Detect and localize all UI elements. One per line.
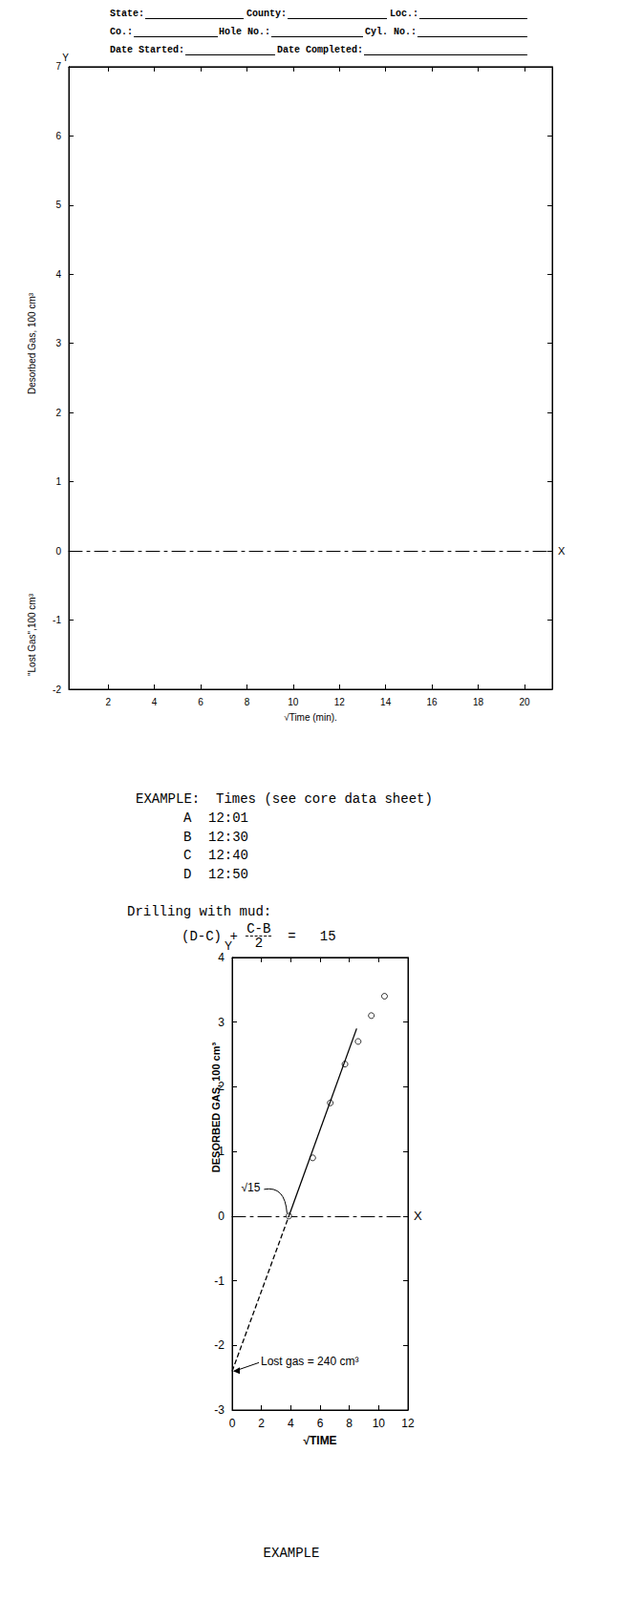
html-text:(D-C) +C-B: (D-C) +C-B bbox=[181, 921, 271, 945]
svg-text:-2: -2 bbox=[214, 1339, 225, 1353]
svg-text:-1: -1 bbox=[52, 615, 62, 626]
svg-text:Y: Y bbox=[62, 52, 69, 64]
html-text:12:01: 12:01 bbox=[208, 811, 249, 827]
svg-text:16: 16 bbox=[427, 697, 439, 708]
svg-text:2: 2 bbox=[105, 697, 111, 708]
svg-text:3: 3 bbox=[55, 338, 62, 349]
svg-text:5: 5 bbox=[55, 199, 62, 211]
svg-text:7: 7 bbox=[55, 61, 62, 72]
html-text:Hole No.:: Hole No.: bbox=[218, 26, 271, 38]
svg-text:6: 6 bbox=[55, 130, 62, 142]
html-text:Date Started:: Date Started: bbox=[109, 44, 185, 56]
svg-text:-3: -3 bbox=[214, 1404, 225, 1418]
html-text:12:50: 12:50 bbox=[208, 867, 249, 883]
html-text:A: A bbox=[183, 811, 192, 827]
html-text:12:40: 12:40 bbox=[208, 848, 249, 864]
svg-text:12: 12 bbox=[401, 1417, 415, 1432]
svg-text:Lost gas = 240 cm³: Lost gas = 240 cm³ bbox=[260, 1355, 359, 1370]
html-text:Drilling with mud:: Drilling with mud: bbox=[127, 904, 272, 921]
svg-text:0: 0 bbox=[217, 1210, 225, 1224]
html-text:12:30: 12:30 bbox=[208, 829, 249, 846]
svg-text:DESORBED GAS, 100 cm³: DESORBED GAS, 100 cm³ bbox=[210, 1043, 222, 1174]
html-text:Loc.:: Loc.: bbox=[389, 8, 419, 20]
html-text:= 15: = 15 bbox=[271, 929, 337, 945]
svg-text:6: 6 bbox=[317, 1417, 324, 1432]
svg-text:√TIME: √TIME bbox=[302, 1434, 337, 1449]
html-text:EXAMPLE: Times (see core data: EXAMPLE: Times (see core data sheet) bbox=[135, 792, 433, 808]
html-text:B: B bbox=[183, 829, 192, 846]
svg-text:12: 12 bbox=[334, 697, 346, 708]
svg-text:0: 0 bbox=[229, 1417, 236, 1432]
svg-text:14: 14 bbox=[380, 697, 392, 708]
html-text:EXAMPLE: EXAMPLE bbox=[263, 1546, 320, 1563]
svg-text:1: 1 bbox=[217, 1145, 225, 1159]
svg-text:8: 8 bbox=[244, 697, 251, 708]
svg-text:2: 2 bbox=[257, 1417, 265, 1432]
svg-text:X: X bbox=[413, 1209, 423, 1224]
html-text:Co.:: Co.: bbox=[109, 26, 133, 38]
svg-text:20: 20 bbox=[518, 697, 531, 708]
svg-text:0: 0 bbox=[55, 546, 62, 557]
html-text:State:: State: bbox=[109, 8, 145, 20]
svg-text:4: 4 bbox=[151, 697, 158, 708]
html-text:Cyl. No.:: Cyl. No.: bbox=[364, 26, 417, 38]
html-text:Date Completed:: Date Completed: bbox=[277, 44, 364, 56]
svg-text:10: 10 bbox=[287, 697, 300, 708]
svg-text:2: 2 bbox=[55, 407, 62, 419]
svg-text:Desorbed Gas, 100 cm³: Desorbed Gas, 100 cm³ bbox=[26, 292, 38, 395]
svg-text:10: 10 bbox=[372, 1417, 386, 1432]
svg-text:√15: √15 bbox=[240, 1181, 260, 1196]
svg-text:8: 8 bbox=[345, 1417, 353, 1432]
svg-text:4: 4 bbox=[287, 1417, 295, 1432]
svg-text:-2: -2 bbox=[52, 685, 62, 696]
svg-text:-1: -1 bbox=[214, 1275, 225, 1289]
svg-text:2: 2 bbox=[217, 1080, 225, 1094]
svg-text:18: 18 bbox=[472, 697, 485, 708]
svg-text:"Lost Gas",100 cm³: "Lost Gas",100 cm³ bbox=[26, 593, 38, 677]
svg-text:√Time (min).: √Time (min). bbox=[283, 712, 338, 724]
svg-text:4: 4 bbox=[55, 269, 62, 280]
svg-text:3: 3 bbox=[217, 1016, 225, 1030]
svg-text:X: X bbox=[557, 545, 566, 557]
svg-text:6: 6 bbox=[197, 697, 204, 708]
svg-text:4: 4 bbox=[217, 951, 225, 965]
svg-text:1: 1 bbox=[55, 476, 62, 488]
html-text:County:: County: bbox=[246, 8, 287, 20]
html-text:D: D bbox=[183, 867, 192, 883]
html-text:2: 2 bbox=[254, 936, 263, 952]
html-text:C: C bbox=[183, 848, 192, 864]
